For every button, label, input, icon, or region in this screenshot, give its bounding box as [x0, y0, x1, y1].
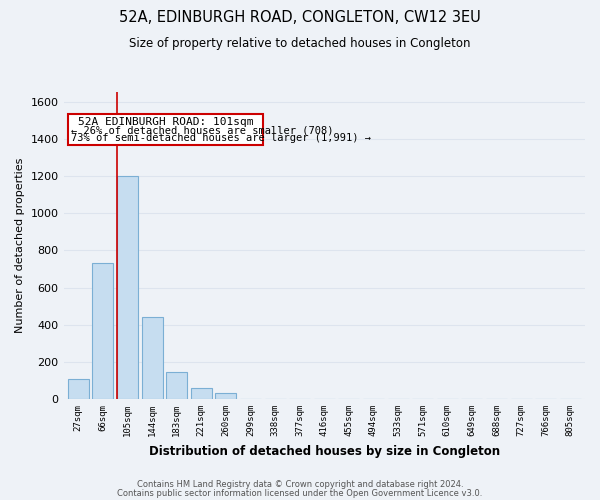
Text: Contains public sector information licensed under the Open Government Licence v3: Contains public sector information licen…	[118, 488, 482, 498]
Bar	[117, 176, 138, 399]
Bar	[191, 388, 212, 399]
FancyBboxPatch shape	[68, 114, 263, 146]
Bar	[215, 392, 236, 399]
Text: Contains HM Land Registry data © Crown copyright and database right 2024.: Contains HM Land Registry data © Crown c…	[137, 480, 463, 489]
Bar	[166, 372, 187, 399]
Y-axis label: Number of detached properties: Number of detached properties	[15, 158, 25, 334]
Text: Size of property relative to detached houses in Congleton: Size of property relative to detached ho…	[129, 38, 471, 51]
X-axis label: Distribution of detached houses by size in Congleton: Distribution of detached houses by size …	[149, 444, 500, 458]
Bar	[92, 264, 113, 399]
Text: 52A EDINBURGH ROAD: 101sqm: 52A EDINBURGH ROAD: 101sqm	[78, 117, 253, 127]
Text: 73% of semi-detached houses are larger (1,991) →: 73% of semi-detached houses are larger (…	[71, 134, 371, 143]
Bar	[68, 378, 89, 399]
Text: 52A, EDINBURGH ROAD, CONGLETON, CW12 3EU: 52A, EDINBURGH ROAD, CONGLETON, CW12 3EU	[119, 10, 481, 25]
Bar	[142, 318, 163, 399]
Text: ← 26% of detached houses are smaller (708): ← 26% of detached houses are smaller (70…	[71, 126, 334, 136]
